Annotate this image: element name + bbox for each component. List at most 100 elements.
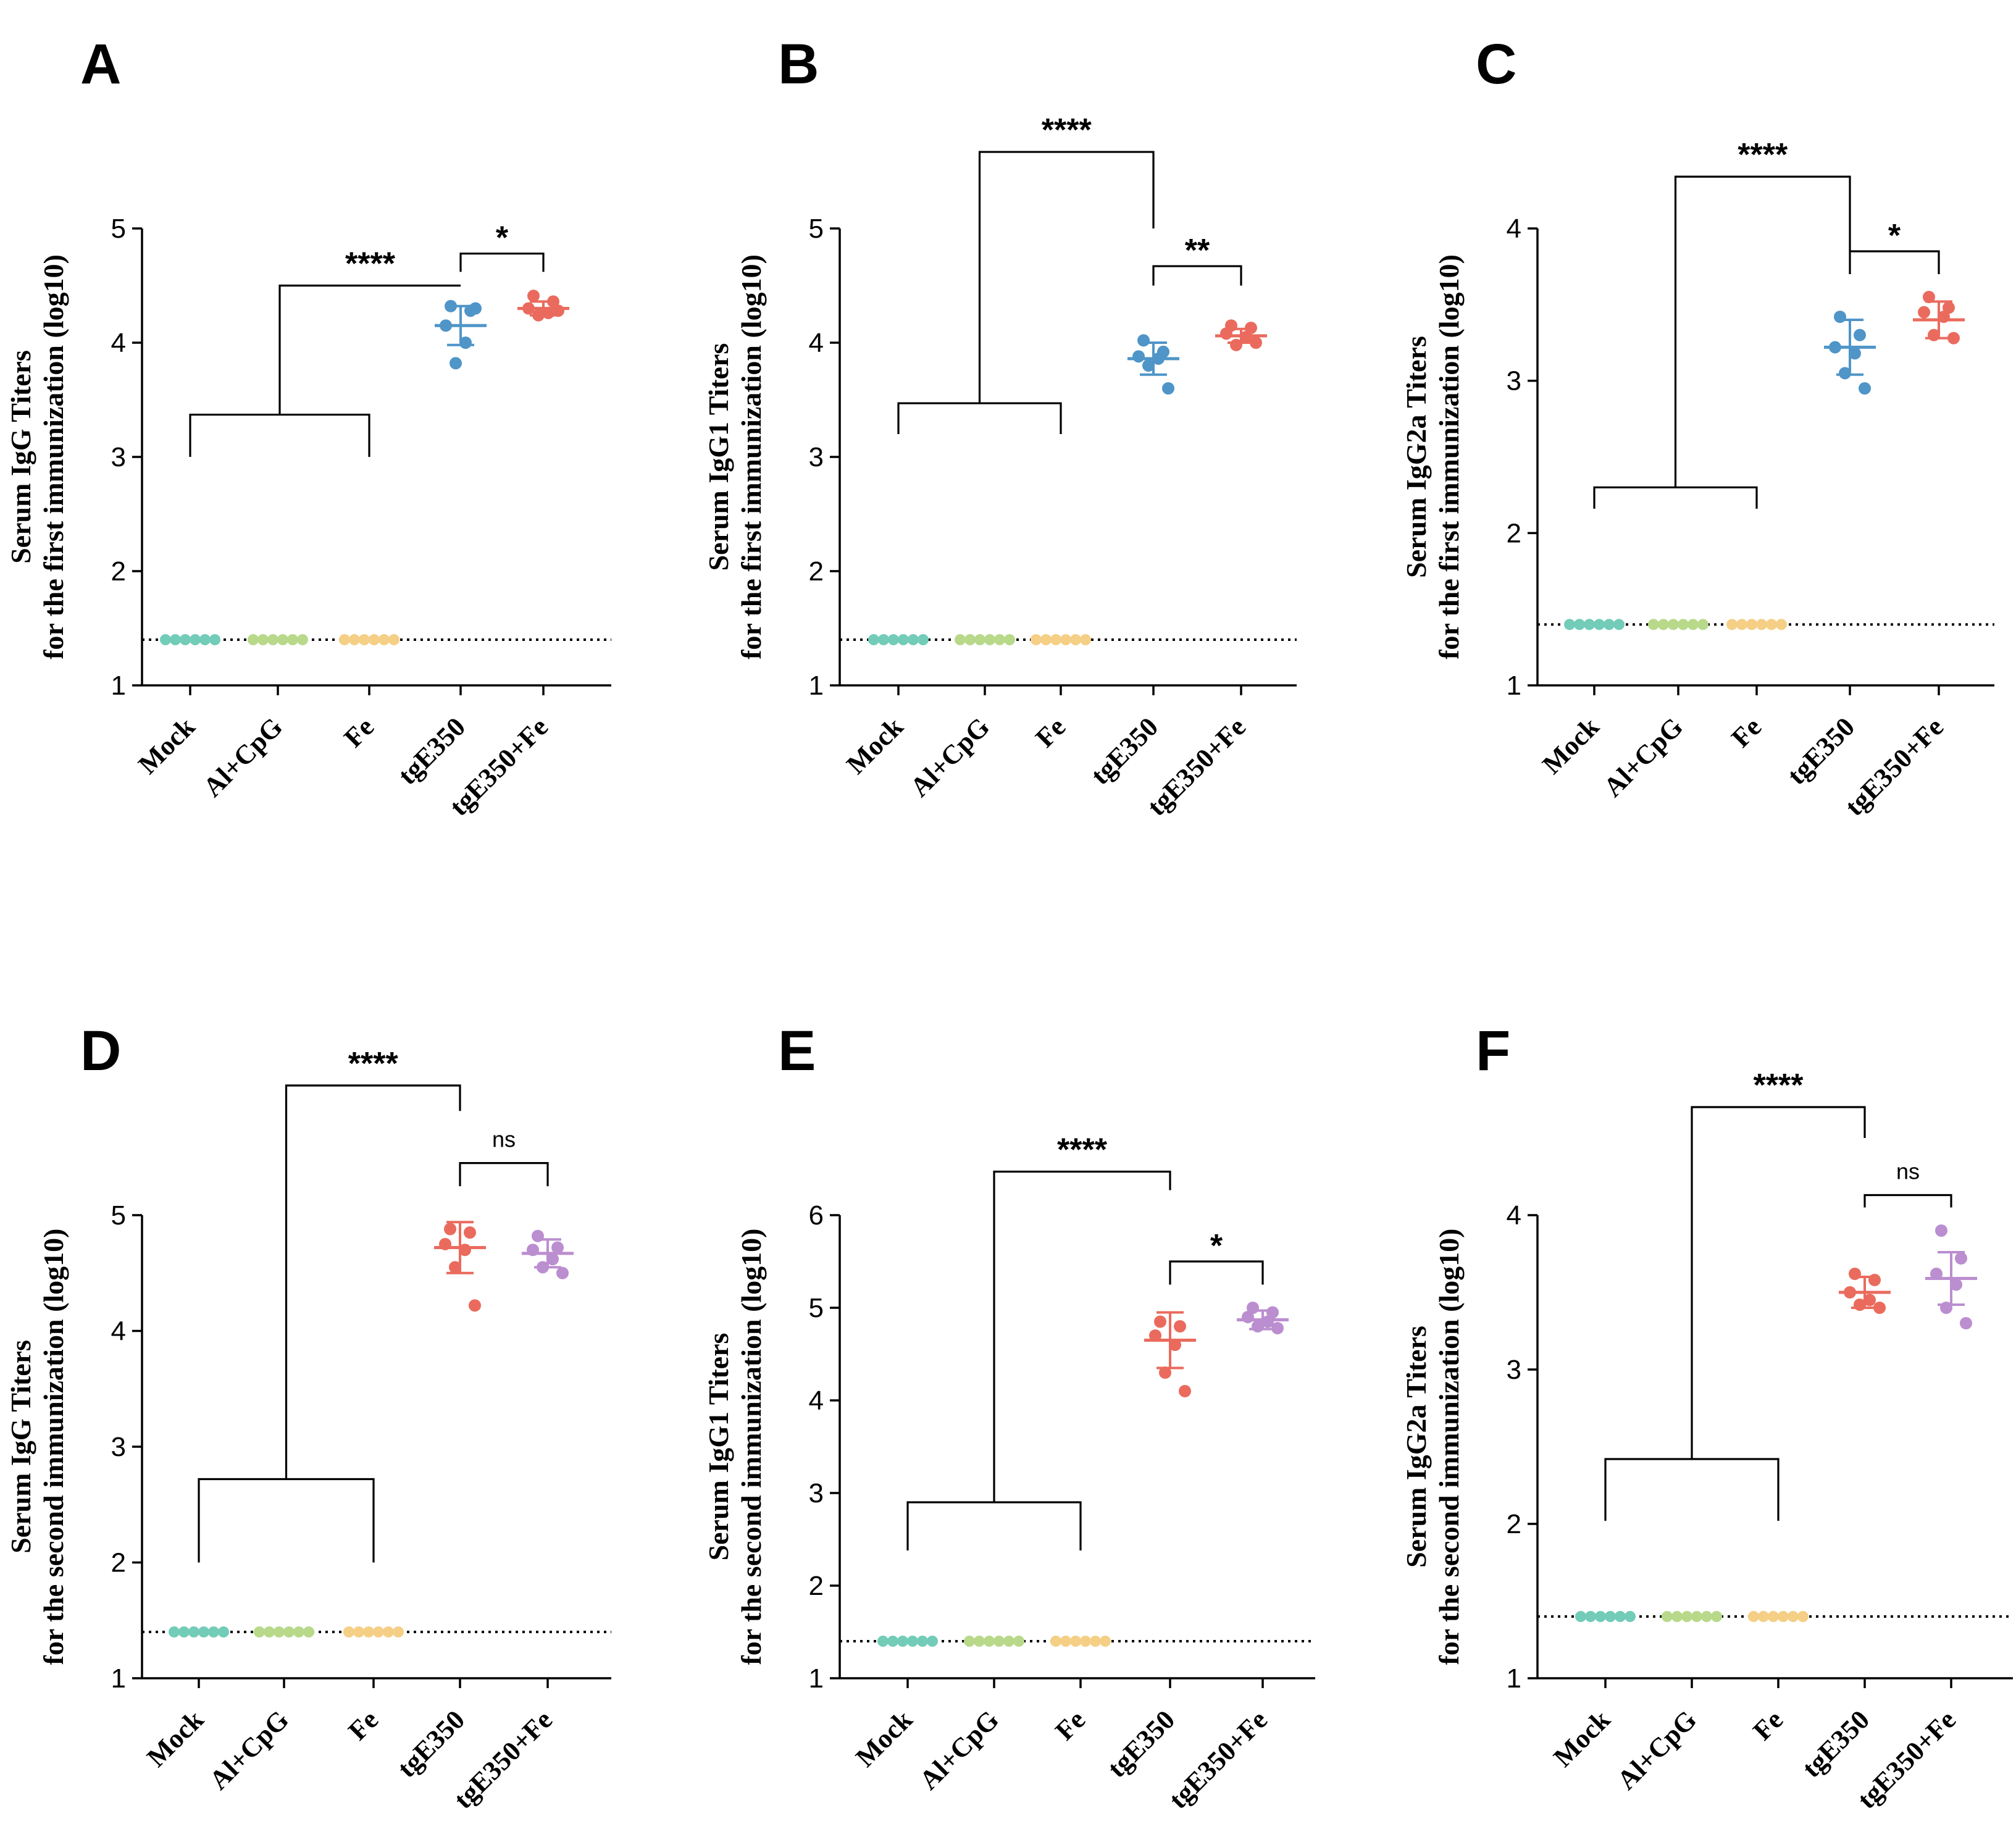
data-point	[1668, 619, 1679, 630]
data-point	[169, 1626, 180, 1638]
series-tge350	[1127, 334, 1179, 395]
x-category-label: Al+CpG	[1612, 1704, 1702, 1795]
data-point	[984, 1636, 995, 1647]
significance-label: *	[1210, 1228, 1223, 1264]
data-point	[297, 634, 308, 645]
bracket-line	[198, 1084, 461, 1563]
data-point	[522, 302, 535, 315]
data-point	[160, 634, 171, 645]
data-point	[1746, 619, 1757, 630]
y-tick-label: 4	[809, 328, 824, 358]
data-point	[343, 1626, 354, 1638]
data-point	[908, 634, 919, 645]
data-point	[464, 1226, 476, 1239]
data-point	[974, 1636, 985, 1647]
data-point	[1004, 634, 1015, 645]
panel-f: F Serum IgG2a Titersfor the second immuni…	[1400, 1019, 2013, 1815]
series-tge350	[1144, 1311, 1196, 1397]
y-tick-label: 1	[1507, 671, 1521, 701]
data-point	[532, 1229, 544, 1242]
data-point	[303, 1626, 314, 1638]
data-point	[1137, 334, 1150, 347]
bracket-line	[1849, 250, 1940, 274]
series-fe	[1748, 1611, 1809, 1622]
x-category-label: tgE350+Fe	[1163, 1704, 1274, 1815]
data-point	[170, 634, 181, 645]
series-al-cpg	[964, 1636, 1024, 1647]
data-point	[459, 337, 472, 349]
y-tick-label: 3	[809, 442, 824, 472]
x-category-label: tgE350	[1102, 1704, 1181, 1783]
y-axis-title-line2: for the first immunization (log10)	[735, 254, 767, 659]
significance-bracket: ****	[897, 112, 1155, 434]
data-point	[1247, 1302, 1259, 1314]
data-point	[1918, 306, 1930, 319]
y-tick-label: 1	[111, 1663, 126, 1694]
y-tick-label: 1	[1507, 1663, 1521, 1694]
data-point	[254, 1626, 265, 1638]
data-point	[1242, 1311, 1254, 1323]
data-point	[551, 1241, 564, 1254]
data-point	[199, 634, 211, 645]
series-al-cpg	[1662, 1611, 1722, 1622]
x-category-label: Mock	[1536, 711, 1605, 780]
data-point	[1080, 1636, 1091, 1647]
bracket-line	[1152, 265, 1242, 286]
data-point	[1930, 1268, 1943, 1280]
data-point	[1266, 1306, 1279, 1319]
data-point	[546, 1253, 559, 1266]
panel-letter-a: A	[80, 33, 121, 96]
data-point	[1060, 1636, 1071, 1647]
y-axis-title-b: Serum IgG1 Titersfor the first immunizat…	[703, 254, 767, 659]
significance-bracket: ns	[459, 1127, 549, 1187]
x-category-label: Mock	[1547, 1704, 1616, 1773]
x-category-label: Mock	[141, 1704, 209, 1773]
data-point	[178, 1626, 190, 1638]
data-point	[353, 1626, 364, 1638]
significance-label: *	[496, 220, 509, 256]
data-point	[1943, 301, 1955, 314]
data-point	[1261, 1315, 1274, 1328]
series-tge350-fe	[1237, 1302, 1289, 1334]
y-tick-label: 2	[1507, 1509, 1521, 1539]
data-point	[257, 634, 269, 645]
y-axis-title-line1: Serum IgG2a Titers	[1400, 336, 1432, 578]
data-point	[1250, 337, 1262, 349]
data-point	[1152, 352, 1165, 365]
x-category-label: tgE350	[1796, 1704, 1875, 1783]
series-mock	[1575, 1611, 1636, 1622]
data-point	[277, 634, 288, 645]
data-point	[1615, 1611, 1626, 1622]
data-point	[556, 1266, 569, 1279]
series-tge350-fe	[1925, 1224, 1977, 1329]
series-al-cpg	[254, 1626, 314, 1638]
data-point	[1100, 1636, 1111, 1647]
y-axis-title-d: Serum IgG Titersfor the second immunizat…	[5, 1228, 69, 1665]
data-point	[1681, 1611, 1692, 1622]
data-point	[1776, 619, 1787, 630]
data-point	[383, 1626, 394, 1638]
data-point	[994, 634, 1005, 645]
x-category-label: Mock	[850, 1704, 918, 1773]
y-axis-title-a: Serum IgG Titersfor the first immunizati…	[5, 254, 69, 659]
significance-bracket: ****	[1604, 1068, 1866, 1521]
data-point	[1849, 1268, 1861, 1280]
y-tick-label: 1	[111, 671, 126, 701]
significance-label: ****	[1042, 112, 1092, 148]
data-point	[1736, 619, 1747, 630]
y-axis-title-line1: Serum IgG2a Titers	[1400, 1326, 1432, 1568]
data-point	[984, 634, 995, 645]
significance-label: ****	[1057, 1132, 1108, 1168]
x-category-label: Fe	[1030, 711, 1071, 753]
data-point	[1070, 634, 1081, 645]
panel-letter-d: D	[80, 1019, 121, 1082]
significance-label: ****	[1738, 137, 1788, 173]
data-point	[1154, 1315, 1166, 1328]
bracket-line	[189, 284, 461, 457]
data-point	[1849, 347, 1861, 360]
series-mock	[169, 1626, 229, 1638]
y-tick-label: 5	[809, 214, 824, 244]
data-point	[532, 309, 545, 322]
data-point	[1220, 327, 1232, 340]
data-point	[877, 1636, 889, 1647]
